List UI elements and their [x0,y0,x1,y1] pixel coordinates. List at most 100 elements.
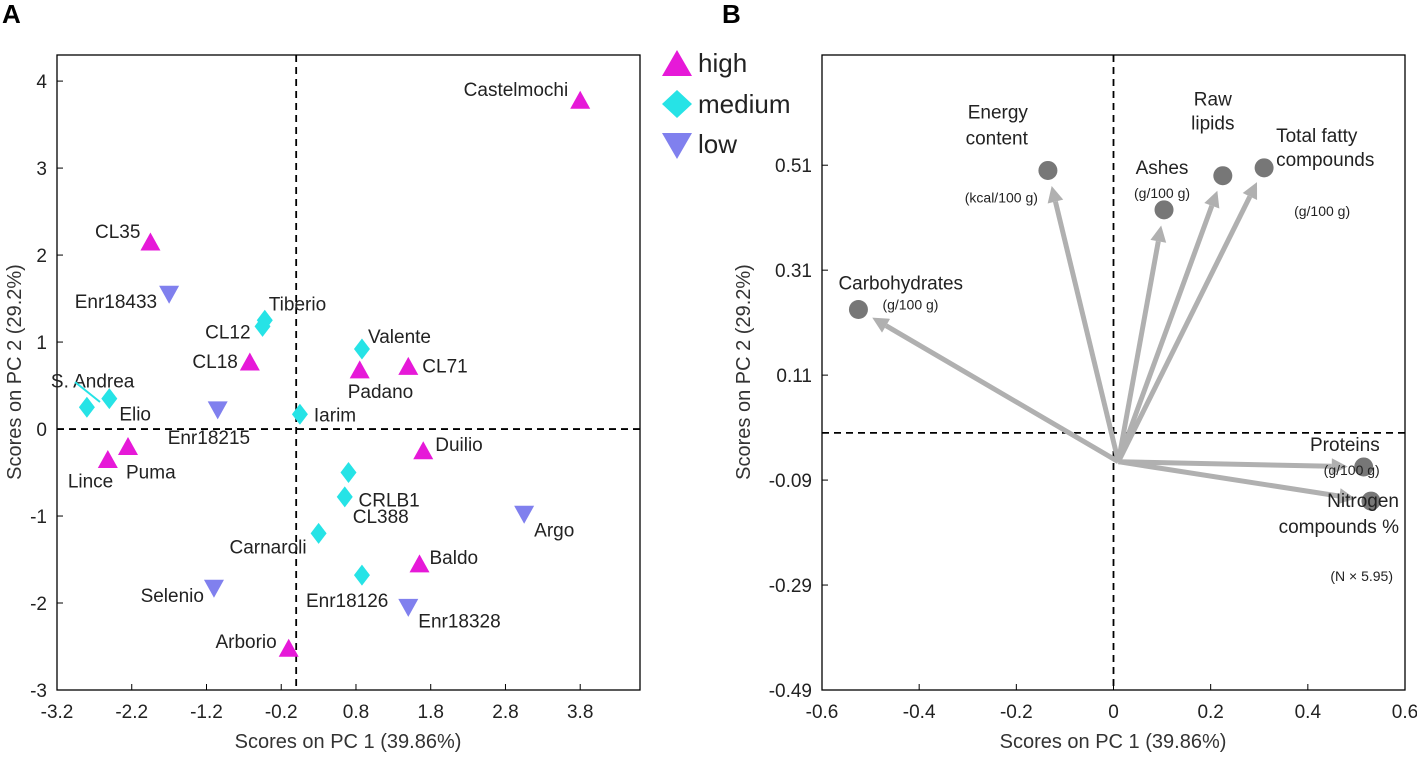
point-castelmochi-marker [570,90,591,109]
point-argo-label: Argo [534,520,574,541]
point-enr18328-marker [398,598,419,617]
loading-nitrogen-compounds-unit: (N × 5.95) [1330,568,1393,584]
point-duilio-label: Duilio [435,435,483,456]
point-cl18-marker [239,352,260,371]
loading-energy-content-arrow-shaft [1053,200,1121,463]
point-enr18328-label: Enr18328 [418,611,500,632]
panel-b-x-tick-label: -0.4 [903,702,936,723]
point-enr18215-label: Enr18215 [168,428,250,449]
point-valente-marker [353,338,370,360]
point-cl12-marker [254,315,271,337]
loading-proteins-arrow-head [1331,458,1348,475]
panel-b-x-ticks: -0.6 -0.4 -0.2 0 0.2 0.4 0.6 [806,684,1417,723]
panel-a-y-tick-label: -1 [30,507,47,528]
point-iarim-marker [291,403,308,425]
panel-a-y-tick-label: -3 [30,681,47,702]
point-s-andrea-label: S. Andrea [51,371,135,392]
panel-a-x-axis-label: Scores on PC 1 (39.86%) [235,731,462,753]
panel-b-x-tick-label: 0.6 [1392,702,1417,723]
legend-low-label: low [698,129,737,159]
point-s-andrea-marker [78,396,95,418]
point-puma-marker [118,436,139,455]
point-castelmochi-label: Castelmochi [464,80,569,101]
loading-carbohydrates-unit: (g/100 g) [882,297,938,313]
loading-raw-lipids-marker [1213,166,1233,186]
panel-a-x-tick-label: 3.8 [567,702,593,723]
loading-nitrogen-compounds-name: Nitrogen [1327,491,1399,512]
legend-high-label: high [698,48,747,78]
panel-a-letter: A [2,0,21,29]
panel-b-x-tick-label: -0.2 [1000,702,1033,723]
point-carnaroli-marker [310,522,327,544]
panel-a-y-ticks: -3 -2 -1 0 1 2 3 4 [30,72,63,702]
legend: high medium low [662,48,790,159]
panel-a-y-tick-label: 4 [36,72,47,93]
point-cl388-label: CL388 [353,507,409,528]
panel-a-x-tick-label: -0.2 [265,702,298,723]
loading-ashes-marker [1154,200,1174,220]
panel-a-y-axis-label: Scores on PC 2 (29.2%) [4,264,26,480]
point-iarim-label: Iarim [314,405,356,426]
loading-energy-content-arrow-head [1047,186,1064,204]
point-selenio-marker [203,579,224,598]
point-arborio-label: Arborio [215,632,276,653]
panel-b-x-axis-label: Scores on PC 1 (39.86%) [1000,731,1227,753]
panel-a-y-tick-label: 3 [36,159,47,180]
loading-ashes-unit: (g/100 g) [1134,185,1190,201]
loading-nitrogen-compounds-arrow-shaft [1117,459,1340,499]
point-argo-marker [514,505,535,524]
loading-carbohydrates-arrow-shaft [884,323,1120,464]
panel-a-x-tick-label: 1.8 [418,702,444,723]
point-arborio-marker [278,638,299,657]
point-cl35-label: CL35 [95,222,140,243]
loading-raw-lipids-arrow-shaft [1116,204,1215,463]
loading-total-fatty-compounds-marker [1254,158,1274,178]
point-padano-marker [349,360,370,379]
point-baldo-label: Baldo [430,548,479,569]
point-valente-label: Valente [368,327,431,348]
point-crlb1-marker [340,462,357,484]
loading-energy-content-marker [1038,160,1058,180]
panel-a-scatter: A -3.2 -2.2 -1.2 -0.2 0.8 1.8 2.8 3.8 -3 -2 -1 0 1 2… [2,0,790,753]
loading-proteins-name: Proteins [1310,435,1380,456]
point-duilio-marker [413,441,434,460]
panel-b-loading-labels: Energy content (kcal/100 g) Ashes (g/100 g) R… [838,90,1399,584]
panel-a-x-tick-label: 0.8 [343,702,369,723]
point-enr18433-marker [159,285,180,304]
legend-low-marker [662,133,692,159]
loading-nitrogen-compounds-marker [1361,491,1381,511]
point-selenio-label: Selenio [141,586,204,607]
panel-a-x-tick-label: -3.2 [41,702,74,723]
panel-b-y-tick-label: -0.09 [769,471,812,492]
panel-a-x-tick-label: -1.2 [190,702,223,723]
loading-proteins-unit: (g/100 g) [1324,462,1380,478]
panel-a-plot-frame [56,54,641,691]
point-padano-label: Padano [348,382,414,403]
loading-nitrogen-compounds-name: compounds % [1279,517,1400,538]
loading-energy-content-name: Energy [968,102,1029,123]
point-crlb1-label: CRLB1 [359,491,420,512]
legend-medium-marker [662,90,692,118]
loading-ashes-name: Ashes [1136,158,1189,179]
point-cl71-marker [398,356,419,375]
point-elio-label: Elio [119,405,151,426]
panel-a-y-tick-label: 0 [36,420,47,441]
panel-b-x-tick-label: 0 [1108,702,1119,723]
point-cl35-marker [140,232,161,251]
panel-b-letter: B [722,0,741,29]
panel-b-y-ticks: 0.51 0.31 0.11 -0.09 -0.29 -0.49 [769,156,828,702]
panel-b-loadings: B -0.6 -0.4 -0.2 0 0.2 0.4 0.6 0.51 0.31 0.11 -0.… [722,0,1417,753]
panel-b-x-tick-label: -0.6 [806,702,839,723]
point-enr18126-marker [353,564,370,586]
panel-a-zero-lines [57,55,640,690]
panel-a-x-tick-label: -2.2 [115,702,148,723]
legend-high-marker [662,50,692,76]
panel-a-x-tick-label: 2.8 [492,702,518,723]
panel-b-y-tick-label: -0.29 [769,576,812,597]
loading-total-fatty-compounds-arrow-head [1242,182,1258,201]
loading-energy-content-unit: (kcal/100 g) [965,189,1038,205]
panel-b-y-tick-label: 0.31 [775,261,812,282]
point-puma-label: Puma [126,462,176,483]
loading-carbohydrates-name: Carbohydrates [838,274,963,295]
